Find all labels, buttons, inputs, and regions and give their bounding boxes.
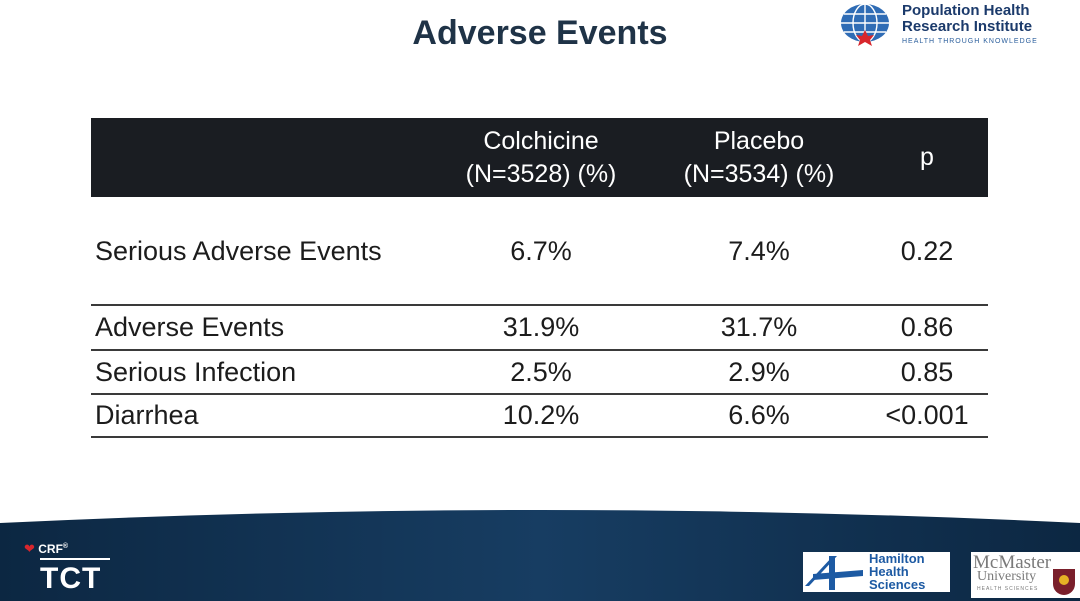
placebo-value: 2.9% <box>728 356 790 387</box>
mcmaster-logo: McMaster University HEALTH SCIENCES <box>971 552 1080 598</box>
phri-logo: Population Health Research Institute HEA… <box>839 3 1075 47</box>
row-divider <box>91 393 988 395</box>
crf-text: CRF <box>38 542 63 556</box>
header-p: p <box>877 118 977 197</box>
row-divider <box>91 349 988 351</box>
mcmaster-name: McMaster <box>973 552 1052 573</box>
phri-line2: Research Institute <box>902 18 1033 35</box>
table-row: Diarrhea 10.2% 6.6% <0.001 <box>91 395 988 436</box>
tct-logo: TCT <box>40 562 102 595</box>
phri-tagline: HEALTH THROUGH KNOWLEDGE <box>902 38 1038 45</box>
colchicine-value: 6.7% <box>510 235 572 266</box>
hhs-line1: Hamilton <box>869 551 925 566</box>
hhs-mark-icon <box>805 556 863 590</box>
crest-icon <box>1053 569 1075 595</box>
table-row: Serious Infection 2.5% 2.9% 0.85 <box>91 351 988 393</box>
header-colchicine-name: Colchicine <box>483 126 599 155</box>
hamilton-health-sciences-logo: Hamilton Health Sciences <box>803 552 950 592</box>
colchicine-value: 31.9% <box>502 312 580 342</box>
heart-icon: ❤ <box>24 541 35 556</box>
header-p-label: p <box>920 143 934 171</box>
tct-divider <box>40 558 110 560</box>
hhs-line3: Sciences <box>869 577 926 592</box>
header-colchicine-n: (N=3528) (%) <box>465 159 617 188</box>
header-placebo: Placebo (N=3534) (%) <box>654 118 864 197</box>
colchicine-value: 2.5% <box>510 356 572 387</box>
hhs-line2: Health <box>869 564 909 579</box>
phri-name: Population Health Research Institute <box>902 3 1032 35</box>
table-row: Serious Adverse Events 6.7% 7.4% 0.22 <box>91 226 988 276</box>
header-colchicine: Colchicine (N=3528) (%) <box>436 118 646 197</box>
colchicine-value: 10.2% <box>502 400 580 430</box>
placebo-value: 6.6% <box>728 400 790 430</box>
globe-icon <box>841 3 889 46</box>
table-row: Adverse Events 31.9% 31.7% 0.86 <box>91 306 988 349</box>
p-value: 0.86 <box>900 312 954 342</box>
row-label: Serious Infection <box>95 356 297 387</box>
mcmaster-hs: HEALTH SCIENCES <box>977 586 1039 592</box>
hhs-text: Hamilton Health Sciences <box>869 552 925 591</box>
row-label: Diarrhea <box>95 400 199 430</box>
placebo-value: 31.7% <box>720 312 798 342</box>
phri-line1: Population Health <box>902 2 1030 19</box>
p-value: <0.001 <box>885 400 969 430</box>
row-label: Adverse Events <box>95 312 285 342</box>
crf-logo: ❤ CRF® <box>24 541 69 556</box>
row-divider <box>91 436 988 438</box>
placebo-value: 7.4% <box>728 235 790 266</box>
header-placebo-n: (N=3534) (%) <box>683 159 835 188</box>
slide-title: Adverse Events <box>412 14 668 52</box>
mcmaster-univ: University <box>977 569 1037 584</box>
header-placebo-name: Placebo <box>713 126 805 155</box>
p-value: 0.22 <box>900 235 954 266</box>
row-label: Serious Adverse Events <box>95 235 382 266</box>
row-divider <box>91 304 988 306</box>
adverse-events-table: Colchicine (N=3528) (%) Placebo (N=3534)… <box>91 118 988 438</box>
p-value: 0.85 <box>900 356 954 387</box>
table-header: Colchicine (N=3528) (%) Placebo (N=3534)… <box>91 118 988 197</box>
